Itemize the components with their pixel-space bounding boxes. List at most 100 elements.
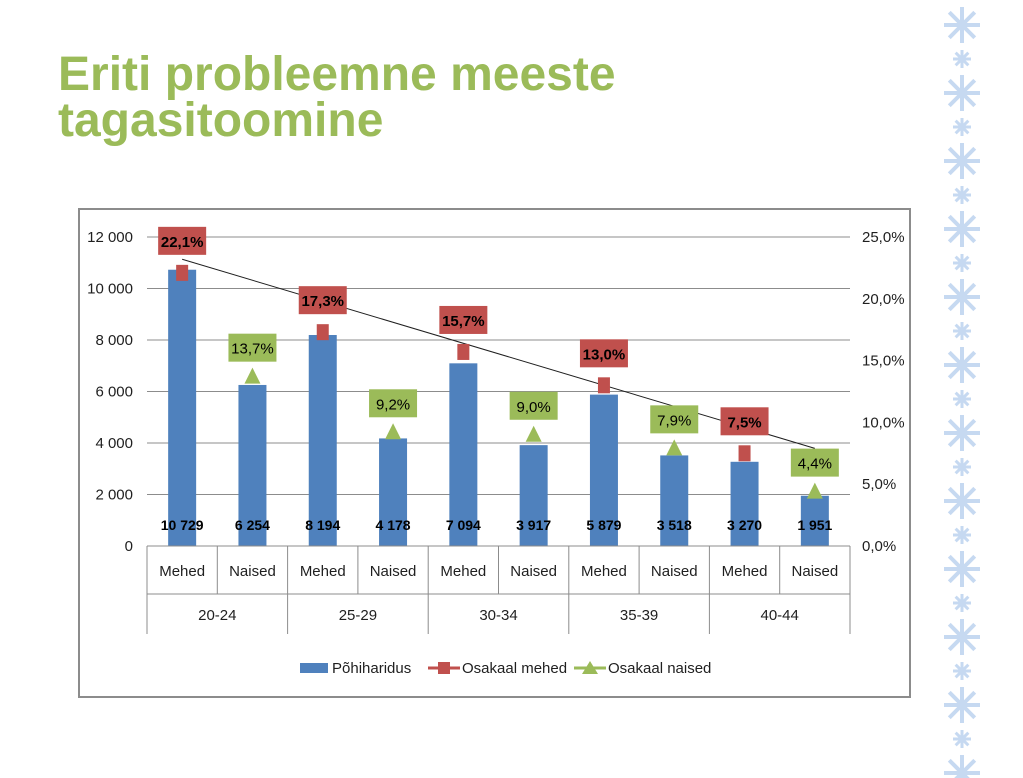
x-tick-label: Naised xyxy=(229,563,276,580)
legend-label: Põhiharidus xyxy=(332,660,411,677)
bar xyxy=(238,384,267,546)
bar-value-label: 4 178 xyxy=(376,517,411,533)
y-left-tick-label: 6 000 xyxy=(95,384,133,401)
data-label-box-women xyxy=(228,333,277,362)
bar xyxy=(730,461,759,546)
snowflake-small-icon xyxy=(953,322,971,340)
legend-swatch-men xyxy=(438,662,450,674)
data-label-box-women xyxy=(650,405,699,434)
snowflake-icon xyxy=(944,279,980,315)
data-label-box-men xyxy=(158,226,207,255)
marker-women xyxy=(525,425,542,442)
data-label-men: 13,0% xyxy=(583,346,626,363)
bar-value-label: 6 254 xyxy=(235,517,270,533)
data-label-women: 7,9% xyxy=(657,412,691,429)
bar-value-label: 3 270 xyxy=(727,517,762,533)
bar xyxy=(519,445,548,546)
data-label-men: 15,7% xyxy=(442,313,485,330)
snowflake-small-icon xyxy=(953,390,971,408)
marker-men xyxy=(597,377,610,394)
x-tick-label: Naised xyxy=(370,563,417,580)
y-right-tick-label: 15,0% xyxy=(862,353,905,370)
bar-value-label: 3 518 xyxy=(657,517,692,533)
snowflake-small-icon xyxy=(953,594,971,612)
x-tick-label: Mehed xyxy=(300,563,346,580)
bar xyxy=(449,363,478,546)
x-tick-label: Naised xyxy=(791,563,838,580)
legend-swatch-women xyxy=(582,661,598,674)
snowflake-icon xyxy=(944,7,980,43)
bar-value-label: 5 879 xyxy=(586,517,621,533)
data-label-men: 22,1% xyxy=(161,234,204,251)
bar xyxy=(660,455,689,546)
legend-swatch-bar xyxy=(300,663,328,673)
x-group-label: 25-29 xyxy=(339,607,377,624)
bar xyxy=(168,269,197,546)
marker-women xyxy=(385,423,402,440)
y-left-tick-label: 0 xyxy=(125,538,133,555)
snowflake-small-icon xyxy=(953,662,971,680)
data-label-women: 13,7% xyxy=(231,341,274,358)
bar-value-label: 10 729 xyxy=(161,517,204,533)
data-label-women: 9,2% xyxy=(376,396,410,413)
x-tick-label: Naised xyxy=(651,563,698,580)
bar xyxy=(379,438,408,546)
chart-container: 0 2 000 4 000 6 000 8 000 10 000 12 000 0,0% 5,0… xyxy=(78,208,911,698)
data-label-women: 9,0% xyxy=(517,399,551,416)
y-left-tick-label: 12 000 xyxy=(87,229,133,246)
snowflake-icon xyxy=(944,143,980,179)
y-left-tick-label: 8 000 xyxy=(95,332,133,349)
x-group-label: 35-39 xyxy=(620,607,658,624)
y-left-tick-label: 2 000 xyxy=(95,487,133,504)
y-left-tick-label: 4 000 xyxy=(95,435,133,452)
snowflake-small-icon xyxy=(953,254,971,272)
y-right-tick-label: 0,0% xyxy=(862,538,896,555)
x-tick-label: Mehed xyxy=(581,563,627,580)
trendline xyxy=(182,258,815,449)
data-label-box-women xyxy=(369,389,418,418)
snowflake-small-icon xyxy=(953,730,971,748)
data-label-women: 4,4% xyxy=(798,456,832,473)
snowflake-icon xyxy=(944,211,980,247)
x-group-label: 40-44 xyxy=(761,607,799,624)
snowflake-small-icon xyxy=(953,526,971,544)
y-right-tick-label: 10,0% xyxy=(862,414,905,431)
slide-title-line2: tagasitoomine xyxy=(58,94,384,147)
marker-women xyxy=(806,482,823,499)
marker-men xyxy=(738,445,751,462)
snowflake-ornament-strip xyxy=(944,7,980,778)
data-label-box-men xyxy=(298,286,347,315)
marker-men xyxy=(457,343,470,360)
snowflake-small-icon xyxy=(953,50,971,68)
marker-women xyxy=(666,439,683,456)
marker-women xyxy=(244,367,261,384)
slide-title-line1: Eriti probleemne meeste xyxy=(58,48,616,101)
snowflake-icon xyxy=(944,483,980,519)
y-right-tick-label: 5,0% xyxy=(862,476,896,493)
y-right-tick-label: 25,0% xyxy=(862,229,905,246)
marker-men xyxy=(316,324,329,341)
data-label-box-women xyxy=(790,448,839,477)
x-tick-label: Mehed xyxy=(722,563,768,580)
bar-value-label: 7 094 xyxy=(446,517,481,533)
snowflake-icon xyxy=(944,551,980,587)
data-label-men: 17,3% xyxy=(301,293,344,310)
x-group-label: 20-24 xyxy=(198,607,236,624)
bar-value-label: 8 194 xyxy=(305,517,340,533)
data-label-box-men xyxy=(579,339,628,368)
data-label-box-men xyxy=(720,407,769,436)
x-tick-label: Mehed xyxy=(440,563,486,580)
legend-label: Osakaal naised xyxy=(608,660,711,677)
snowflake-icon xyxy=(944,347,980,383)
y-right-tick-label: 20,0% xyxy=(862,291,905,308)
legend-label: Osakaal mehed xyxy=(462,660,567,677)
x-tick-label: Naised xyxy=(510,563,557,580)
bar xyxy=(308,335,337,546)
snowflake-small-icon xyxy=(953,186,971,204)
y-left-tick-label: 10 000 xyxy=(87,281,133,298)
snowflake-icon xyxy=(944,415,980,451)
data-label-men: 7,5% xyxy=(727,414,761,431)
bar-value-label: 3 917 xyxy=(516,517,551,533)
snowflake-small-icon xyxy=(953,458,971,476)
bar xyxy=(800,495,829,546)
